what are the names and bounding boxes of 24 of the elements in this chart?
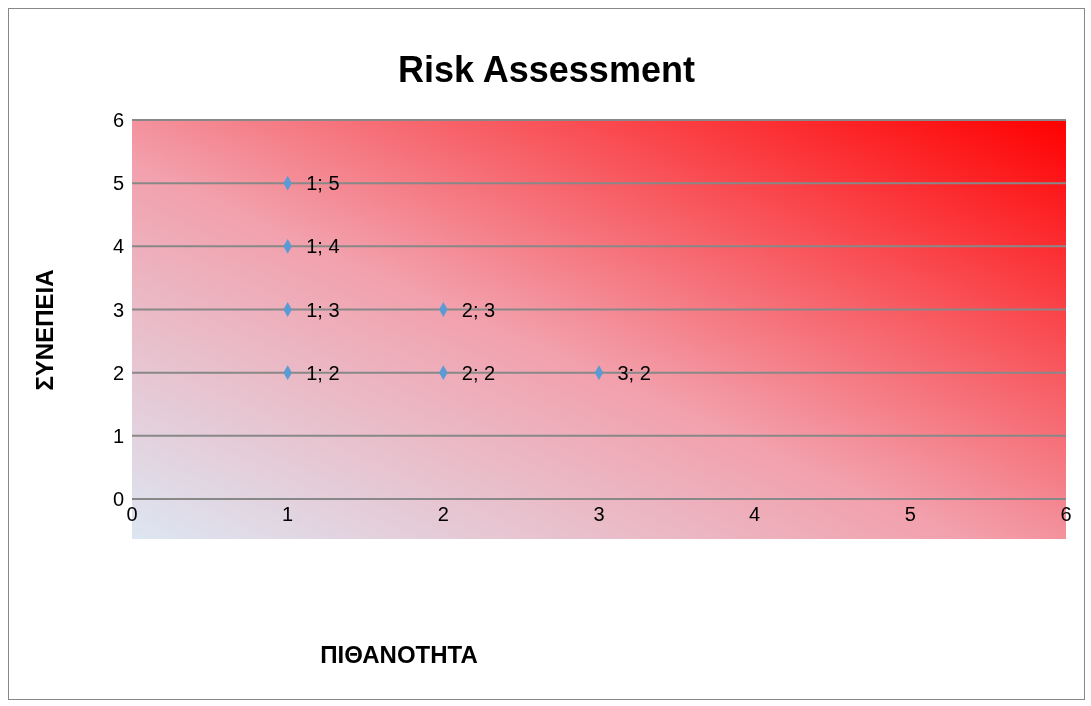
y-tick-label: 6	[112, 109, 124, 132]
x-tick-label: 1	[282, 503, 294, 526]
y-tick-label: 5	[112, 172, 124, 195]
x-tick-label: 3	[593, 503, 605, 526]
y-tick-label: 4	[112, 235, 124, 258]
y-axis-title: ΣΥΝΕΠΕΙΑ	[31, 268, 59, 391]
chart-title: Risk Assessment	[397, 49, 696, 91]
data-label: 2; 2	[461, 361, 496, 384]
x-axis-title: ΠΙΘΑΝΟΤΗΤΑ	[319, 641, 479, 669]
data-label: 1; 5	[306, 172, 340, 195]
x-tick-label: 4	[749, 503, 761, 526]
data-label: 1; 3	[306, 298, 340, 321]
data-label: 2; 3	[461, 298, 496, 321]
x-tick-label: 6	[1060, 503, 1072, 526]
x-tick-label: 0	[126, 503, 138, 526]
x-tick-label: 5	[904, 503, 916, 526]
x-tick-label: 2	[437, 503, 449, 526]
y-tick-label: 0	[112, 488, 124, 511]
y-tick-label: 1	[112, 424, 124, 447]
data-label: 1; 4	[306, 235, 340, 258]
data-label: 3; 2	[617, 361, 651, 384]
data-label: 1; 2	[306, 361, 340, 384]
y-tick-label: 3	[112, 298, 124, 321]
y-tick-label: 2	[112, 361, 124, 384]
